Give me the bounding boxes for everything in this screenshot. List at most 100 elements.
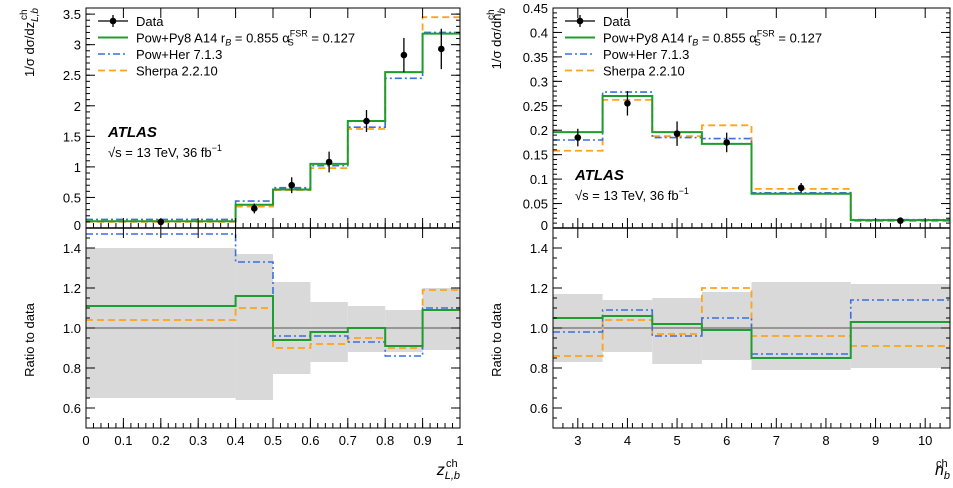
y-axis-title-top: 1/σ dσ/dzL,bch (19, 8, 41, 77)
ratio-series-powpy8 (553, 315, 950, 359)
y-axis-title-top-sub: b (497, 8, 508, 14)
y-tick-label-top: 0.3 (530, 74, 548, 89)
legend-powpy8-sub2: S (288, 38, 294, 48)
y-tick-label-ratio: 1.0 (63, 321, 81, 336)
ratio-series-powpy8 (86, 295, 460, 347)
y-tick-label-top: 0.1 (530, 172, 548, 187)
ratio-plot-area (86, 233, 460, 400)
x-tick-label: 0.3 (189, 433, 207, 448)
y-tick-label-top: 0.4 (530, 25, 548, 40)
y-tick-label-top: 0.5 (63, 190, 81, 205)
x-axis-title-main: z (436, 462, 445, 479)
uncertainty-band-bin (850, 284, 950, 368)
y-tick-label-top: 0.25 (523, 99, 548, 114)
data-point (574, 134, 582, 141)
y-tick-label-top: 0.2 (530, 123, 548, 138)
y-tick-label-ratio: 1.2 (63, 281, 81, 296)
y-tick-label-top: 1 (74, 160, 81, 175)
y-tick-label-top: 0 (74, 218, 81, 233)
x-tick-label: 0.5 (264, 433, 282, 448)
x-tick-label: 7 (773, 433, 780, 448)
uncertainty-band-bin (422, 288, 460, 350)
y-tick-label-top: 2.5 (63, 68, 81, 83)
x-tick-label: 0.1 (114, 433, 132, 448)
uncertainty-band-bin (751, 282, 851, 370)
data-point (723, 139, 730, 146)
x-axis-title-sub: b (944, 470, 950, 482)
x-axis-title: nbch (935, 458, 950, 482)
data-point (438, 45, 445, 53)
ratio-series-powher (86, 233, 460, 357)
chart-panel-left: 0 0.5 1 1.5 2 2.5 3 3.5 0.6 0.8 1.0 1.2 1.4 0 0.1 0.2 0.… (19, 7, 464, 482)
x-axis-title-sub: L,b (445, 470, 460, 482)
data-point (363, 117, 370, 125)
top-plot-area (86, 16, 460, 226)
x-tick-label: 8 (822, 433, 829, 448)
series-line-powpy8 (553, 95, 950, 222)
data-point (325, 158, 333, 166)
ratio-series-sherpa (86, 289, 460, 349)
uncertainty-band-bin (86, 248, 236, 398)
y-axis-title-ratio: Ratio to data (22, 302, 37, 376)
y-tick-label-ratio: 0.8 (63, 361, 81, 376)
y-tick-label-ratio: 1.0 (530, 321, 548, 336)
y-tick-label-ratio: 1.4 (63, 241, 81, 256)
y-tick-label-ratio: 0.8 (530, 361, 548, 376)
legend-powpy8-rest: = 0.855 α (698, 31, 757, 46)
uncertainty-band-bin (701, 292, 752, 360)
y-axis-title-ratio: Ratio to data (489, 302, 504, 376)
legend-powher-label: Pow+Her 7.1.3 (136, 47, 222, 62)
legend-powpy8-sub: B (692, 38, 698, 48)
legend-sherpa-label: Sherpa 2.2.10 (136, 64, 218, 79)
energy-label: √s = 13 TeV, 36 fb−1 (108, 143, 222, 160)
legend-powpy8-text: Pow+Py8 A14 r (603, 31, 693, 46)
legend-powpy8-sub: B (225, 38, 231, 48)
y-axis-title-top-main: 1/σ dσ/dn (489, 14, 504, 70)
legend-powpy8-label: Pow+Py8 A14 rB = 0.855 αFSR S = 0.127 (603, 29, 822, 48)
legend-powpy8-sup: FSR (290, 29, 309, 39)
energy-label-sup: −1 (679, 186, 689, 196)
x-tick-label: 0.2 (152, 433, 170, 448)
y-tick-label-top: 0.05 (523, 197, 548, 212)
y-axis-title-top-sup: ch (486, 9, 497, 20)
data-point (288, 181, 296, 189)
uncertainty-band-bin (652, 298, 702, 364)
y-axis-title-top-sup: ch (19, 9, 30, 20)
x-tick-label: 0.6 (301, 433, 319, 448)
y-tick-label-top: 2 (74, 99, 81, 114)
y-tick-label-ratio: 1.2 (530, 281, 548, 296)
legend-powpy8-sub2: S (755, 38, 761, 48)
x-tick-label: 0.4 (227, 433, 245, 448)
x-tick-label: 0.8 (376, 433, 394, 448)
x-tick-label: 3 (574, 433, 581, 448)
ratio-plot-area (553, 282, 950, 370)
y-tick-label-ratio: 0.6 (63, 401, 81, 416)
series-line-sherpa (86, 16, 460, 223)
x-axis-title-sup: ch (936, 458, 948, 470)
data-point (897, 217, 904, 224)
y-tick-label-top: 1.5 (63, 129, 81, 144)
chart-panel-right: 0 0.05 0.1 0.15 0.2 0.25 0.3 0.35 0.4 0.45 0.6 0.8 1… (486, 1, 951, 482)
x-tick-label: 6 (723, 433, 730, 448)
x-tick-label: 0.9 (414, 433, 432, 448)
legend-data-marker (576, 17, 584, 25)
legend-powpy8-sup: FSR (757, 29, 776, 39)
data-point (624, 100, 631, 107)
uncertainty-band-bin (235, 254, 273, 400)
y-axis-title-top: 1/σ dσ/dnbch (486, 8, 508, 70)
x-tick-label: 0 (82, 433, 89, 448)
legend-powpy8-label: Pow+Py8 A14 rB = 0.855 αFSR S = 0.127 (136, 29, 355, 48)
legend-sherpa-label: Sherpa 2.2.10 (603, 64, 685, 79)
legend-powpy8-end: = 0.127 (775, 31, 822, 46)
y-tick-label-top: 3 (74, 38, 81, 53)
legend-data-label: Data (603, 14, 631, 29)
x-tick-label: 0.7 (339, 433, 357, 448)
x-tick-label: 5 (673, 433, 680, 448)
energy-label-text: √s = 13 TeV, 36 fb (108, 145, 212, 160)
y-tick-label-top: 3.5 (63, 7, 81, 22)
y-tick-label-top: 0.35 (523, 50, 548, 65)
atlas-label: ATLAS (574, 167, 624, 184)
legend-powpy8-end: = 0.127 (308, 31, 355, 46)
